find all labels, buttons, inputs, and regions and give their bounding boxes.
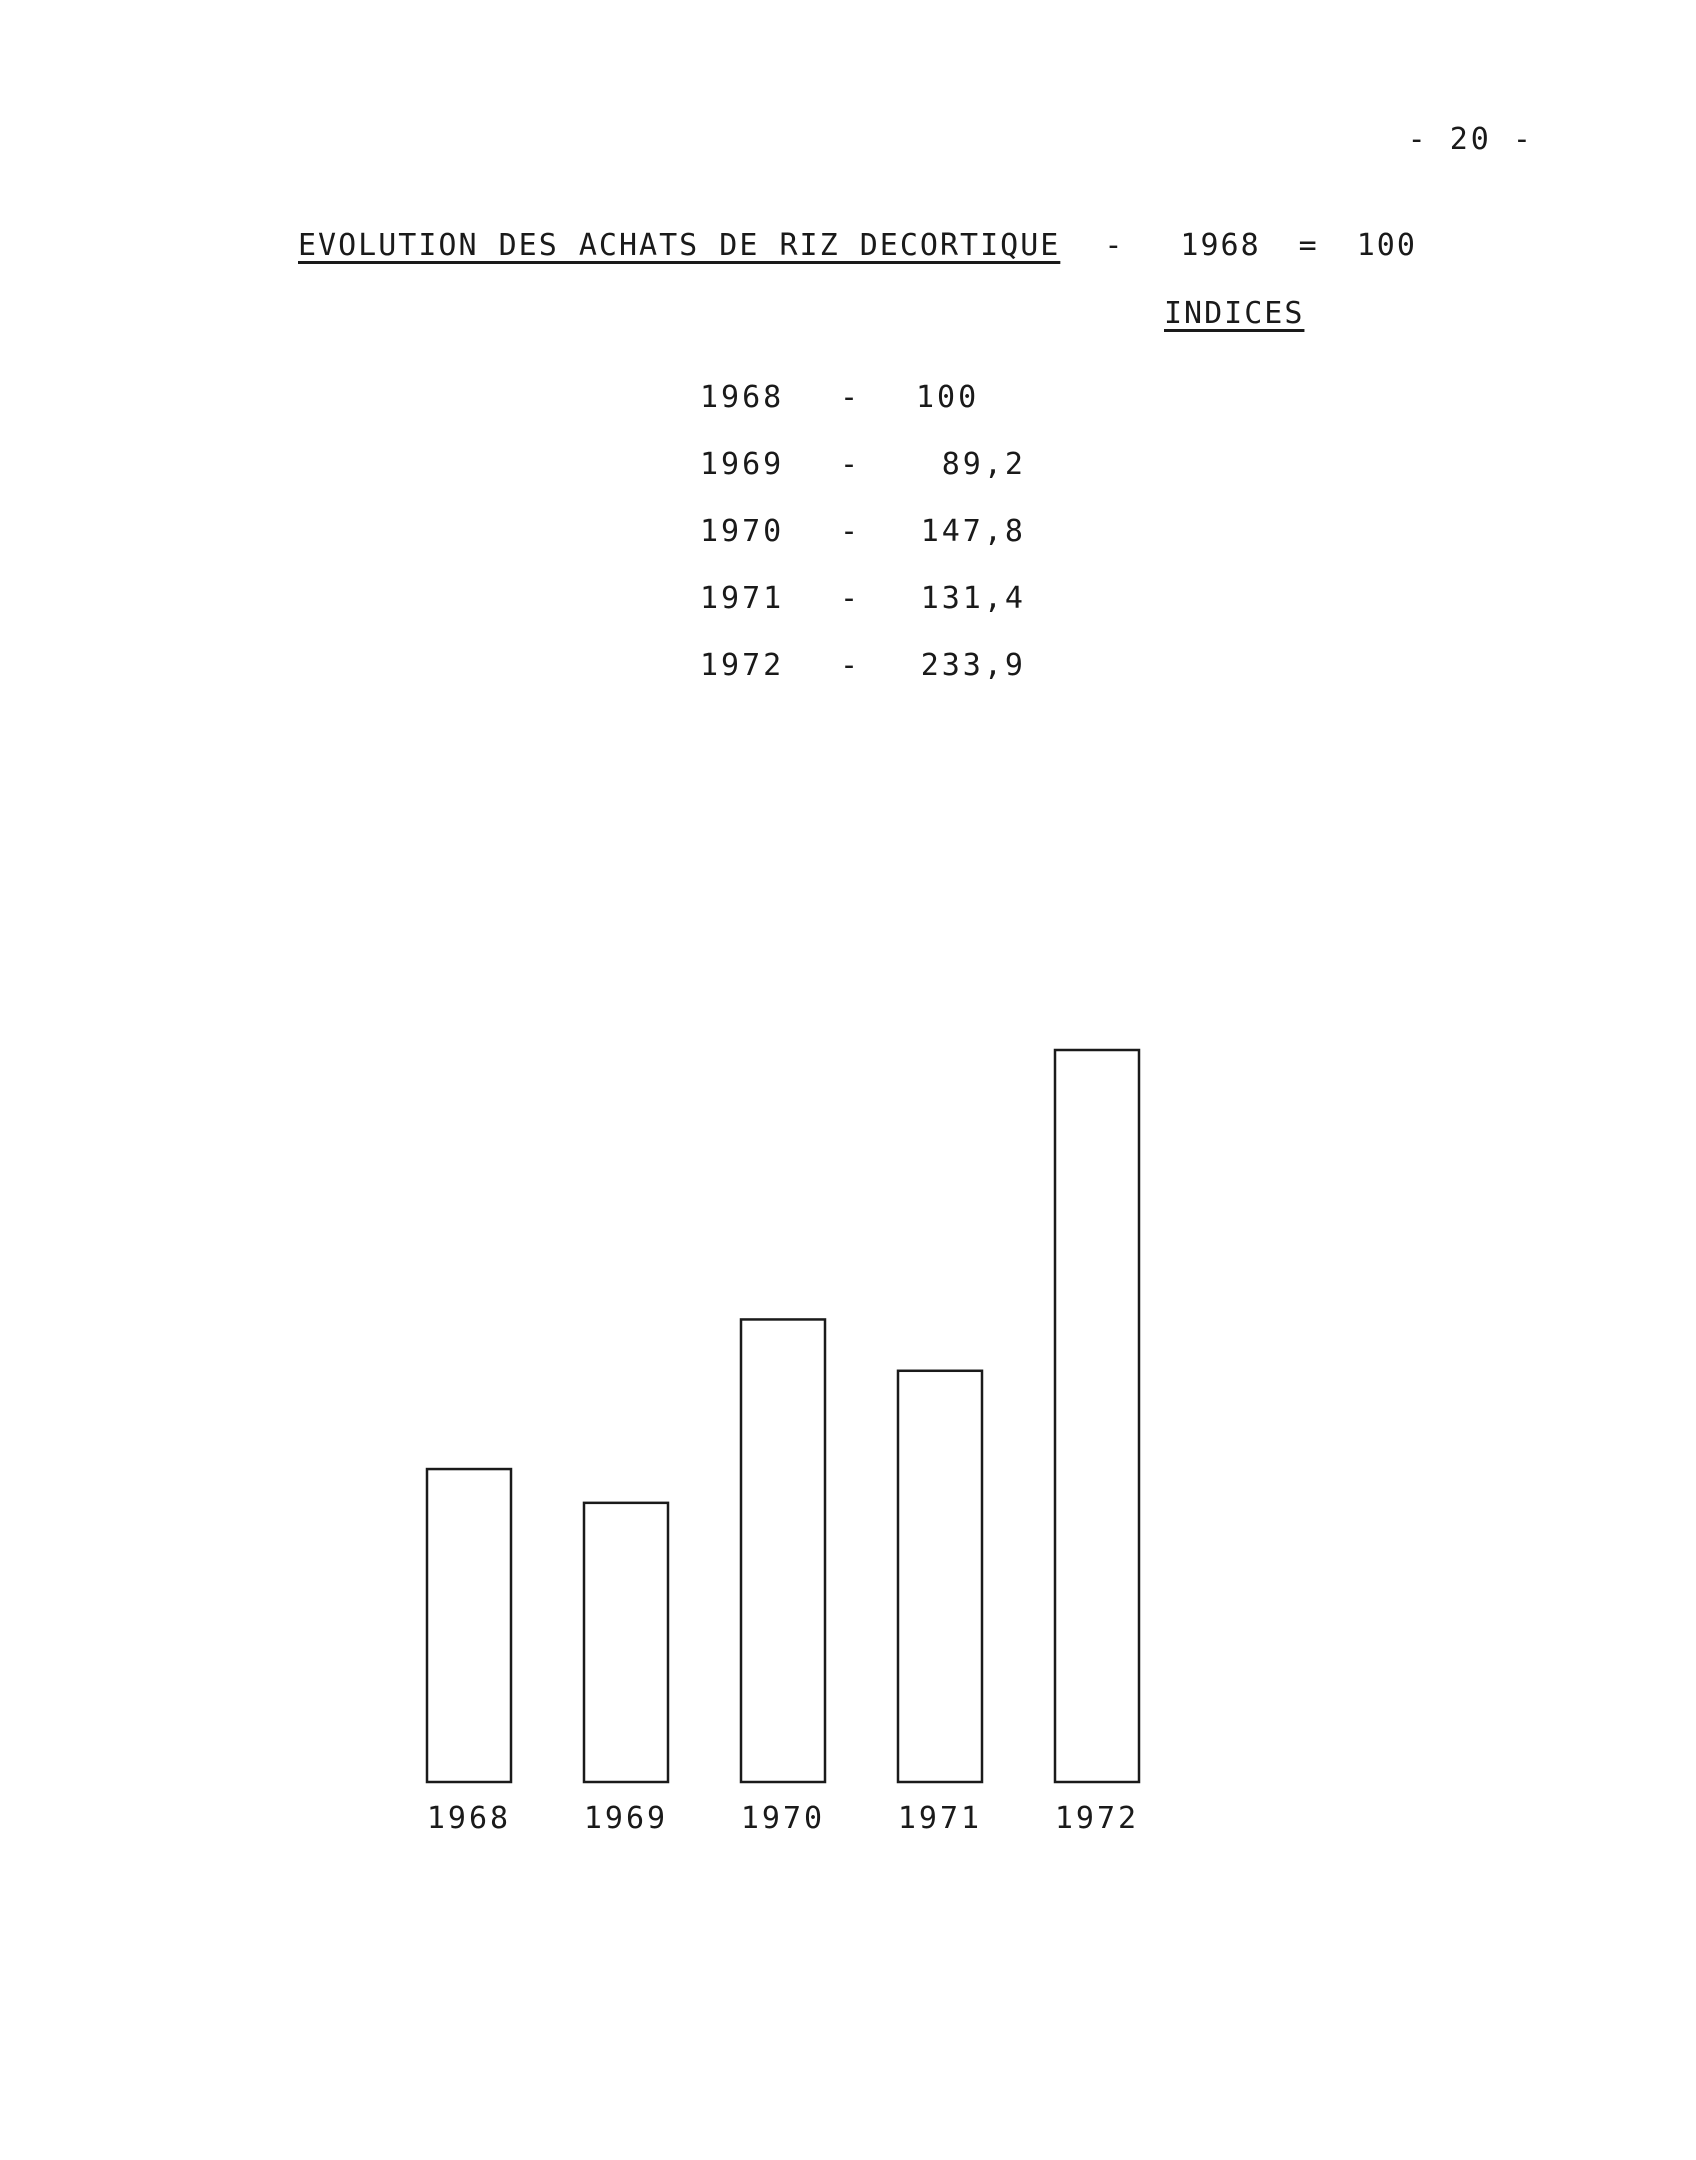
bar-1971 <box>896 1369 984 1784</box>
table-dash: - <box>840 447 862 482</box>
x-tick-label-1971: 1971 <box>898 1801 982 1836</box>
bar-1968 <box>425 1467 513 1784</box>
table-dash: - <box>840 514 862 549</box>
table-value: 147,8 <box>920 514 1026 549</box>
x-tick-label-1972: 1972 <box>1055 1801 1139 1836</box>
table-value: 233,9 <box>920 648 1026 683</box>
title-text: EVOLUTION DES ACHATS DE RIZ DECORTIQUE <box>298 228 1061 263</box>
table-value: 131,4 <box>920 581 1026 616</box>
table-row: 1968 - 100 <box>700 380 1026 447</box>
index-table: 1968 - 100 1969 - 89,2 1970 - 147,8 1971… <box>700 380 1026 715</box>
table-year: 1969 <box>700 447 785 482</box>
page-number: - 20 - <box>1407 122 1534 157</box>
table-dash: - <box>840 380 862 415</box>
table-year: 1972 <box>700 648 785 683</box>
base-year: 1968 <box>1180 228 1261 263</box>
table-dash: - <box>840 648 862 683</box>
bar-1972 <box>1053 1048 1141 1784</box>
table-value: 100 <box>916 380 980 415</box>
table-value: 89,2 <box>941 447 1026 482</box>
equals-sign: = <box>1298 228 1319 263</box>
table-year: 1968 <box>700 380 785 415</box>
table-year: 1970 <box>700 514 785 549</box>
table-row: 1970 - 147,8 <box>700 514 1026 581</box>
bar-1970 <box>739 1318 827 1784</box>
page-title: EVOLUTION DES ACHATS DE RIZ DECORTIQUE - 1… <box>298 228 1417 263</box>
table-row: 1971 - 131,4 <box>700 581 1026 648</box>
table-dash: - <box>840 581 862 616</box>
x-tick-label-1969: 1969 <box>584 1801 668 1836</box>
x-tick-label-1968: 1968 <box>427 1801 511 1836</box>
table-row: 1969 - 89,2 <box>700 447 1026 514</box>
title-separator: - <box>1104 228 1125 263</box>
bar-1969 <box>582 1501 670 1784</box>
x-tick-label-1970: 1970 <box>741 1801 825 1836</box>
table-row: 1972 - 233,9 <box>700 648 1026 715</box>
base-value: 100 <box>1356 228 1417 263</box>
indices-heading: INDICES <box>1164 296 1305 331</box>
table-year: 1971 <box>700 581 785 616</box>
